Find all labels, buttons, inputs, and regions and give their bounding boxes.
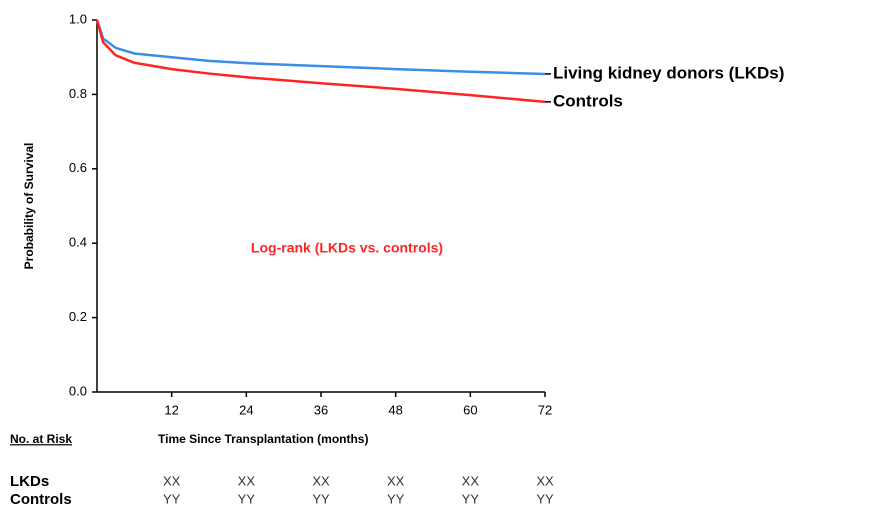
risk-count: XX <box>163 473 181 488</box>
x-tick-label: 24 <box>239 402 253 417</box>
x-tick-label: 12 <box>164 402 178 417</box>
risk-count: YY <box>238 491 256 506</box>
risk-count: XX <box>238 473 256 488</box>
series-label: Controls <box>553 91 623 110</box>
risk-count: XX <box>536 473 554 488</box>
x-tick-label: 72 <box>538 402 552 417</box>
x-axis-title: Time Since Transplantation (months) <box>158 432 368 446</box>
y-tick-label: 0.6 <box>69 160 87 175</box>
risk-count: YY <box>312 491 330 506</box>
risk-count: XX <box>387 473 405 488</box>
y-tick-label: 0.0 <box>69 383 87 398</box>
x-tick-label: 48 <box>388 402 402 417</box>
y-tick-label: 0.2 <box>69 309 87 324</box>
risk-count: YY <box>387 491 405 506</box>
risk-row-name: Controls <box>10 491 72 508</box>
y-tick-label: 0.8 <box>69 86 87 101</box>
risk-count: XX <box>462 473 480 488</box>
y-tick-label: 1.0 <box>69 11 87 26</box>
survival-curve <box>95 19 546 76</box>
x-tick-label: 36 <box>314 402 328 417</box>
risk-row-name: LKDs <box>10 473 49 490</box>
x-tick-label: 60 <box>463 402 477 417</box>
series-label: Living kidney donors (LKDs) <box>553 63 784 82</box>
risk-count: YY <box>163 491 181 506</box>
risk-count: YY <box>536 491 554 506</box>
y-axis-title: Probability of Survival <box>22 143 36 270</box>
risk-count: XX <box>312 473 330 488</box>
y-tick-label: 0.4 <box>69 235 87 250</box>
risk-count: YY <box>462 491 480 506</box>
annotation: Log-rank (LKDs vs. controls) <box>251 240 443 256</box>
survival-curve <box>95 19 546 104</box>
risk-table-title: No. at Risk <box>10 432 72 446</box>
